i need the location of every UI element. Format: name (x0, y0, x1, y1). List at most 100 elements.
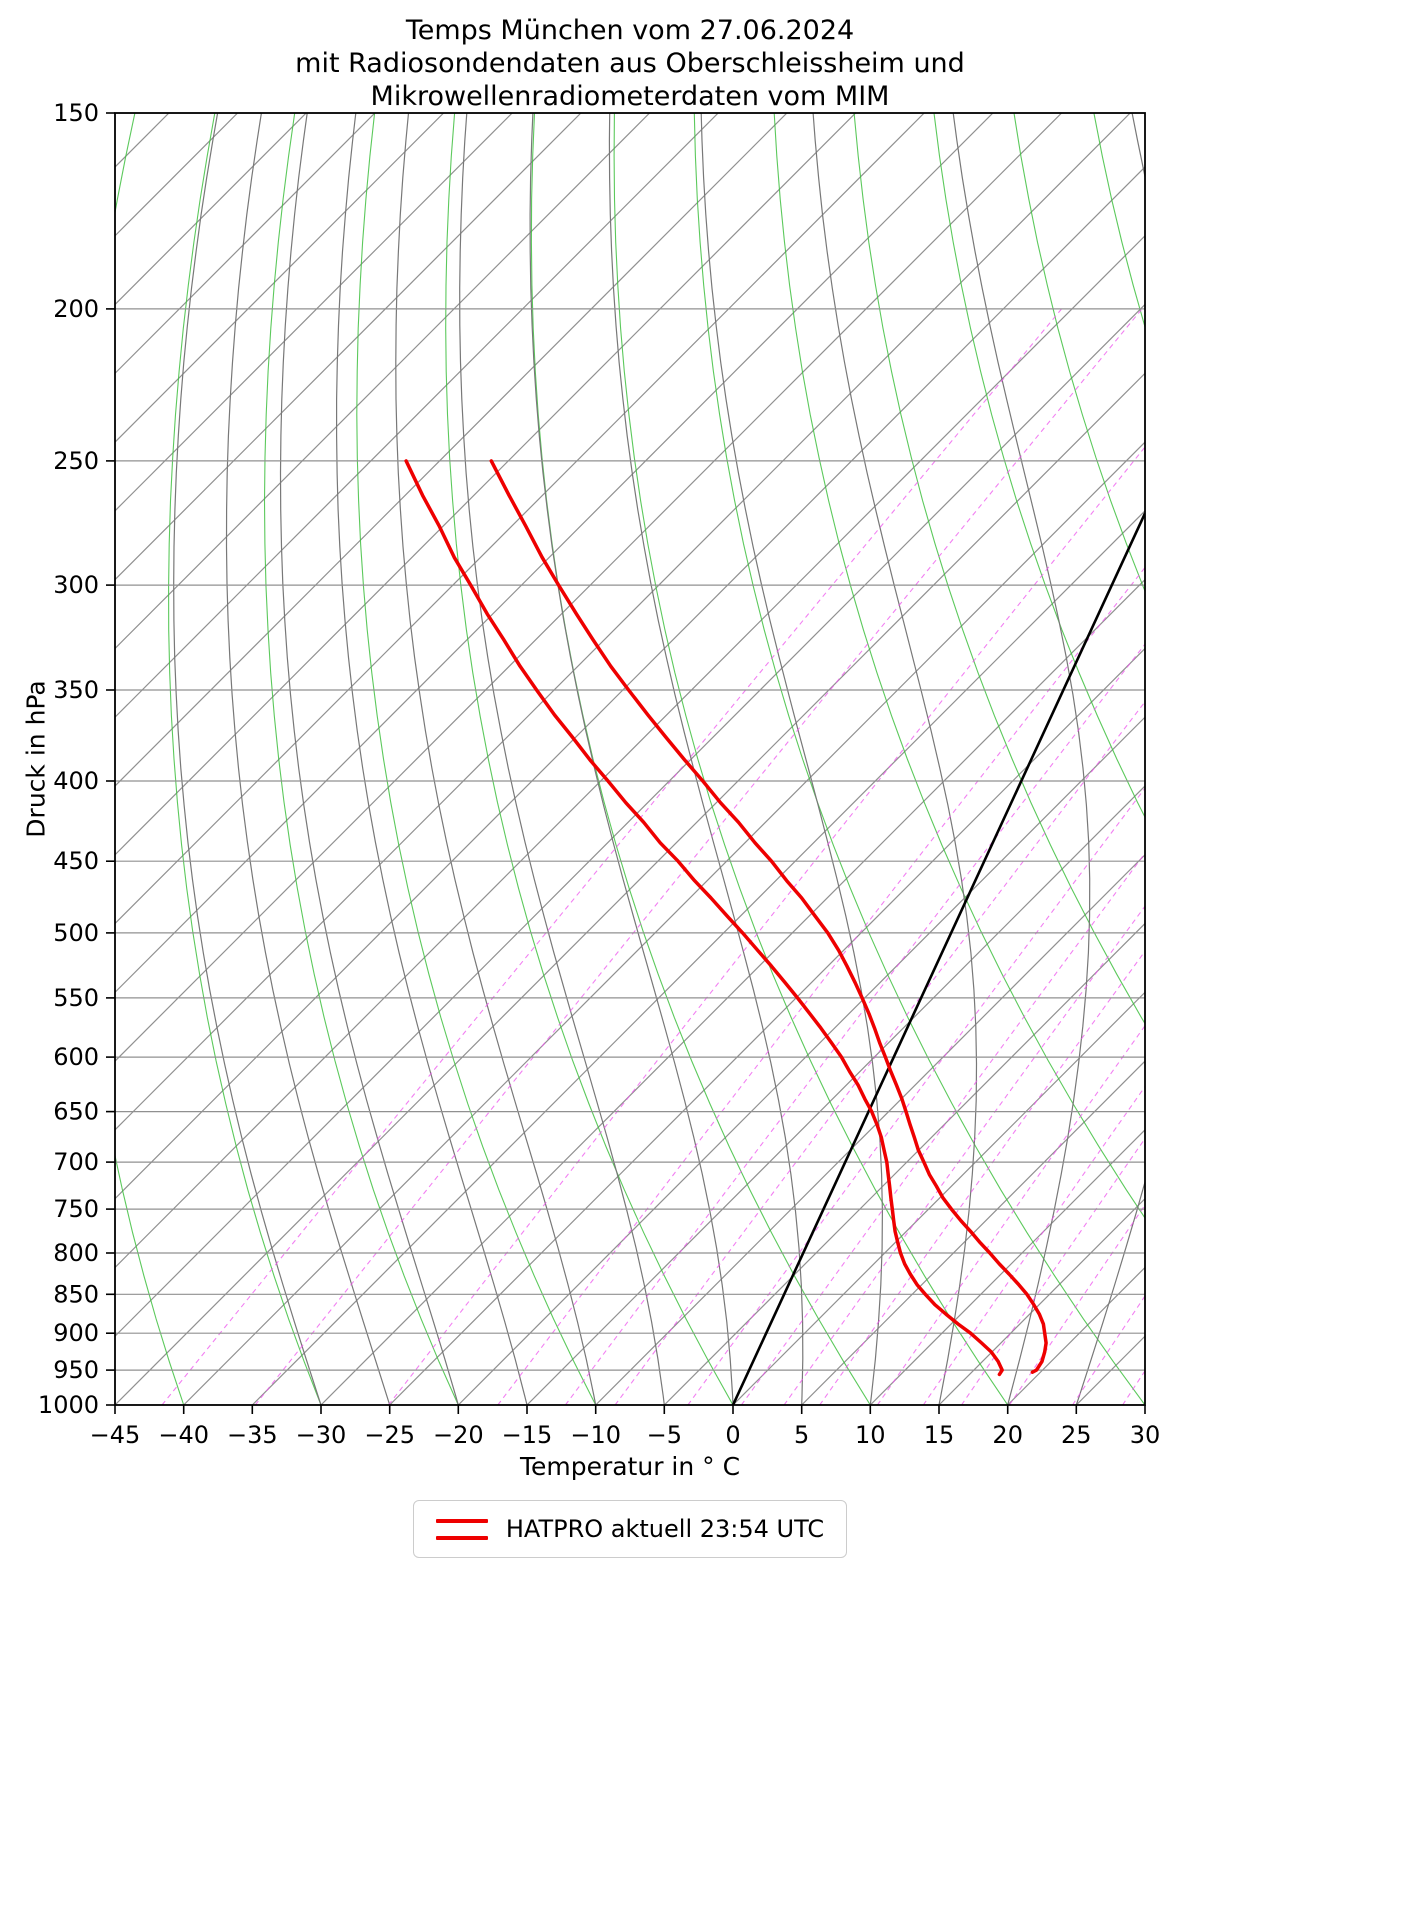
dry-adiabat-line (853, 113, 1145, 1025)
dewpoint-curve (404, 459, 1004, 1377)
dry-adiabat-lines (115, 113, 1427, 1405)
legend-label: HATPRO aktuell 23:54 UTC (505, 1515, 825, 1543)
chart-title-line-2: mit Radiosondendaten aus Oberschleisshei… (295, 48, 965, 79)
x-tick-label: −45 (90, 1421, 141, 1449)
y-tick-label: 650 (53, 1098, 99, 1126)
isotherm-line (115, 113, 925, 925)
dry-adiabat-line (1254, 113, 1427, 1405)
y-tick-label: 750 (53, 1195, 99, 1223)
dry-adiabat-line (168, 113, 322, 1405)
moist-adiabat-line (700, 113, 884, 1405)
isotherm-line (251, 509, 1145, 1405)
moist-adiabat-line (1214, 113, 1427, 1405)
isotherm-line (457, 716, 1145, 1405)
isotherm-line (115, 166, 1145, 1200)
x-axis-label: Temperatur in ° C (519, 1452, 741, 1481)
moist-adiabat-line (279, 113, 459, 1405)
background-grid (115, 113, 1427, 1405)
moist-adiabat-line (395, 113, 597, 1405)
y-tick-label: 850 (53, 1280, 99, 1308)
pressure-gridlines (115, 113, 1145, 1405)
mixing-ratio-line (876, 1024, 1145, 1405)
x-tick-label: −25 (364, 1421, 415, 1449)
y-ticks (106, 112, 115, 1406)
isotherm-line (115, 113, 1063, 1062)
isotherm-line (115, 113, 376, 375)
dry-adiabat-line (1013, 113, 1145, 593)
legend-row: HATPRO aktuell 23:54 UTC (115, 1500, 1145, 1558)
isotherm-line (115, 113, 994, 994)
y-tick-label: 1000 (38, 1391, 99, 1419)
mixing-ratio-line (161, 308, 1063, 1405)
isotherm-line (115, 113, 445, 443)
mixing-ratio-line (1122, 1369, 1145, 1405)
y-tick-label: 700 (53, 1148, 99, 1176)
y-tick-label: 250 (53, 447, 99, 475)
moist-adiabat-line (1144, 1403, 1145, 1405)
moist-adiabat-line (529, 113, 734, 1405)
dry-adiabat-line (1093, 113, 1145, 329)
mixing-ratio-line (1008, 1204, 1145, 1405)
mixing-ratio-line (564, 643, 1145, 1405)
legend-line-symbol (435, 1518, 488, 1540)
isotherm-line (663, 922, 1145, 1405)
y-tick-label: 500 (53, 919, 99, 947)
x-tick-label: −40 (158, 1421, 209, 1449)
isotherm-line (115, 113, 788, 787)
isotherm-line (801, 1060, 1145, 1405)
mixing-ratio-line (388, 446, 1145, 1405)
y-tick-label: 600 (53, 1043, 99, 1071)
moist-adiabat-line (812, 113, 978, 1405)
dry-adiabat-line (356, 113, 597, 1405)
legend-dewpoint-line-icon (435, 1535, 488, 1540)
dry-adiabat-line (933, 113, 1145, 819)
isotherm-line (183, 441, 1145, 1405)
mixing-ratio-line (740, 852, 1145, 1405)
y-tick-label: 900 (53, 1319, 99, 1347)
isotherm-line (1351, 113, 1427, 1405)
dry-adiabat-line (773, 113, 1145, 1219)
moist-adiabat-line (225, 113, 391, 1405)
isotherm-line (1007, 1266, 1145, 1405)
y-tick-label: 200 (53, 295, 99, 323)
y-tick-label: 400 (53, 767, 99, 795)
moist-adiabat-line (336, 113, 528, 1405)
y-tick-label: 150 (53, 99, 99, 127)
isotherm-lines (115, 113, 1427, 1405)
x-tick-label: −15 (502, 1421, 553, 1449)
isotherm-line (1214, 113, 1427, 1405)
isotherm-line (115, 113, 857, 856)
x-tick-label: 0 (725, 1421, 740, 1449)
isotherm-line (869, 1129, 1145, 1405)
mixing-ratio-line (1072, 1295, 1145, 1405)
dry-adiabat-line (445, 113, 734, 1405)
moist-adiabat-line (952, 113, 1091, 1405)
dry-adiabat-line (1174, 113, 1427, 1405)
plot-frame (114, 112, 1146, 1406)
isotherm-line (320, 578, 1145, 1405)
legend: HATPRO aktuell 23:54 UTC (412, 1500, 848, 1558)
x-tick-label: 25 (1061, 1421, 1092, 1449)
x-ticks (114, 1405, 1146, 1414)
isotherm-line (1144, 1404, 1145, 1405)
mixing-ratio-line (254, 308, 1143, 1405)
moist-adiabat-line (1075, 113, 1145, 1405)
y-tick-label: 300 (53, 571, 99, 599)
moist-adiabat-line (173, 113, 322, 1405)
isotherm-line (526, 785, 1145, 1405)
isotherm-line (1282, 113, 1427, 1405)
x-tick-label: 30 (1130, 1421, 1161, 1449)
moist-adiabat-lines (173, 113, 1427, 1405)
mixing-ratio-line (819, 950, 1145, 1405)
x-tick-label: 5 (794, 1421, 809, 1449)
chart-title-line-1: Temps München vom 27.06.2024 (405, 15, 855, 46)
y-tick-label: 350 (53, 676, 99, 704)
isotherm-line (1075, 1335, 1145, 1405)
y-tick-label: 950 (53, 1356, 99, 1384)
dry-adiabat-line (115, 113, 185, 1405)
mixing-ratio-line (687, 787, 1145, 1405)
isotherm-line (389, 647, 1145, 1405)
x-tick-label: −30 (296, 1421, 347, 1449)
mixing-ratio-lines (161, 308, 1145, 1405)
